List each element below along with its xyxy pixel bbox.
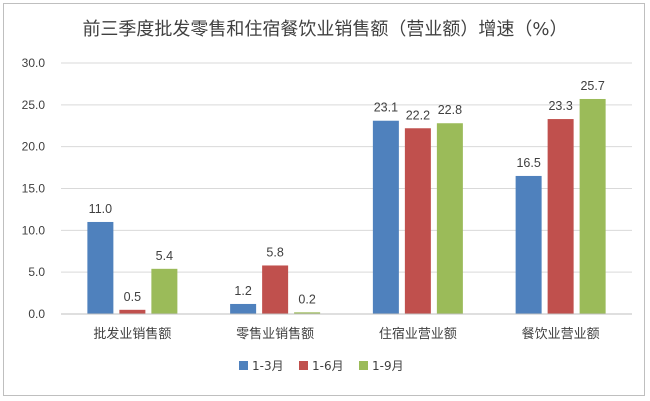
data-label: 5.4 — [156, 249, 173, 263]
legend-swatch — [299, 361, 308, 370]
x-category-label: 零售业销售额 — [236, 326, 314, 342]
data-label: 1.2 — [234, 284, 251, 298]
y-tick-label: 5.0 — [28, 265, 45, 279]
bar — [151, 268, 178, 314]
bar — [262, 265, 289, 314]
chart-frame: 前三季度批发零售和住宿餐饮业销售额（营业额）增速（%） 0.0 5.0 10.0 15… — [3, 3, 645, 396]
bar — [294, 312, 321, 314]
y-tick-label: 30.0 — [22, 56, 46, 70]
x-category-label: 批发业销售额 — [93, 326, 171, 342]
y-tick-label: 0.0 — [28, 307, 45, 321]
bars — [87, 98, 606, 315]
data-label: 0.2 — [298, 292, 315, 306]
bar — [372, 120, 399, 314]
bar — [87, 221, 114, 314]
y-tick-label: 20.0 — [22, 140, 46, 154]
legend-label: 1-9月 — [372, 359, 404, 373]
bar — [436, 123, 463, 315]
bar — [579, 98, 606, 314]
legend-label: 1-3月 — [252, 359, 284, 373]
bar — [515, 175, 542, 314]
legend-swatch — [359, 361, 368, 370]
x-category-label: 餐饮业营业额 — [522, 326, 600, 342]
x-axis: 批发业销售额 零售业销售额 住宿业营业额 餐饮业营业额 — [61, 313, 632, 342]
chart-title: 前三季度批发零售和住宿餐饮业销售额（营业额）增速（%） — [82, 19, 567, 40]
bar — [230, 303, 257, 314]
data-label: 22.8 — [438, 103, 462, 117]
legend: 1-3月 1-6月 1-9月 — [239, 359, 404, 373]
data-label: 25.7 — [580, 79, 604, 93]
legend-swatch — [239, 361, 248, 370]
legend-label: 1-6月 — [312, 359, 344, 373]
data-label: 23.1 — [374, 101, 398, 115]
data-label: 11.0 — [89, 202, 112, 216]
bar — [547, 119, 574, 314]
x-category-label: 住宿业营业额 — [379, 326, 457, 342]
y-tick-label: 10.0 — [22, 223, 46, 237]
gridlines — [61, 62, 632, 273]
bar-chart: 前三季度批发零售和住宿餐饮业销售额（营业额）增速（%） 0.0 5.0 10.0 15… — [22, 19, 632, 373]
data-label: 5.8 — [266, 245, 283, 259]
y-axis-ticks: 0.0 5.0 10.0 15.0 20.0 25.0 30.0 — [22, 56, 46, 321]
bar — [404, 128, 431, 314]
data-label: 22.2 — [406, 108, 430, 122]
data-label: 16.5 — [516, 156, 540, 170]
y-tick-label: 15.0 — [22, 182, 46, 196]
data-labels: 11.0 0.5 5.4 1.2 5.8 0.2 23.1 22.2 22.8 16.5 23.3 2… — [89, 79, 605, 306]
y-tick-label: 25.0 — [22, 98, 46, 112]
data-label: 23.3 — [548, 99, 572, 113]
data-label: 0.5 — [124, 290, 141, 304]
bar — [119, 309, 146, 314]
